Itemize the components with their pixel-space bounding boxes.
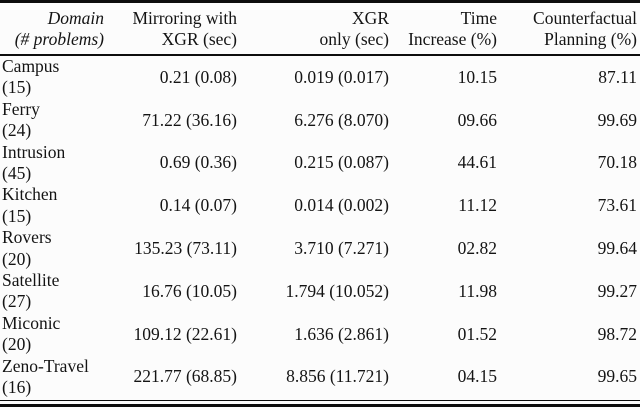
bottom-rule-thin [0, 399, 640, 401]
column-header-line1: Time [460, 8, 497, 28]
column-header-xgr-only: XGR only (sec) [240, 3, 392, 56]
domain-cell: Ferry (24) [0, 99, 112, 142]
domain-cell: Miconic (20) [0, 313, 112, 356]
xgr-only-value: 8.856 (11.721) [286, 366, 389, 387]
mirroring-with-xgr-value: 0.21 (0.08) [159, 66, 237, 87]
time-increase-value: 44.61 [457, 152, 497, 173]
time-increase-value: 10.15 [457, 66, 497, 87]
column-header-line1: Domain [47, 8, 104, 28]
time-increase-value: 02.82 [457, 237, 497, 258]
column-header-line2: Increase (%) [408, 29, 497, 49]
domain-cell: Zeno-Travel (16) [0, 356, 112, 399]
counterfactual-planning-value: 98.72 [597, 323, 637, 344]
time-increase-value: 09.66 [457, 109, 497, 130]
time-increase-value: 11.98 [458, 280, 497, 301]
problem-count: (15) [2, 205, 32, 226]
problem-count: (20) [2, 248, 32, 269]
column-header-line2: XGR (sec) [161, 29, 237, 49]
column-header-line1: XGR [352, 8, 389, 28]
problem-count: (45) [2, 163, 32, 184]
column-header-line1: Counterfactual [533, 8, 637, 28]
table-row: Campus (15) 0.21 (0.08) 0.019 (0.017) 10.15 8… [0, 55, 640, 99]
bottom-rule-thick [0, 403, 640, 407]
domain-name: Miconic [2, 312, 61, 333]
problem-count: (20) [2, 334, 32, 355]
mirroring-with-xgr-value: 109.12 (22.61) [133, 323, 237, 344]
time-increase-value: 04.15 [457, 366, 497, 387]
domain-cell: Intrusion (45) [0, 142, 112, 185]
table-row: Intrusion (45) 0.69 (0.36) 0.215 (0.087) 44.… [0, 142, 640, 185]
xgr-only-value: 0.014 (0.002) [294, 195, 389, 216]
domain-name: Campus [2, 56, 60, 76]
domain-name: Ferry [2, 98, 40, 119]
problem-count: (24) [2, 120, 32, 141]
time-increase-value: 11.12 [458, 195, 497, 216]
table-row: Miconic (20) 109.12 (22.61) 1.636 (2.861) 01… [0, 313, 640, 356]
mirroring-with-xgr-value: 0.14 (0.07) [159, 195, 237, 216]
problem-count: (27) [2, 291, 32, 312]
xgr-only-value: 6.276 (8.070) [294, 109, 389, 130]
xgr-only-value: 0.215 (0.087) [294, 152, 389, 173]
column-header-domain: Domain (# problems) [0, 3, 112, 56]
counterfactual-planning-value: 70.18 [597, 152, 637, 173]
column-header-line1: Mirroring with [132, 8, 237, 28]
time-increase-value: 01.52 [457, 323, 497, 344]
mirroring-with-xgr-value: 221.77 (68.85) [133, 366, 237, 387]
mirroring-with-xgr-value: 0.69 (0.36) [159, 152, 237, 173]
domain-cell: Satellite (27) [0, 270, 112, 313]
table-row: Zeno-Travel (16) 221.77 (68.85) 8.856 (11.7… [0, 356, 640, 399]
domain-cell: Rovers (20) [0, 227, 112, 270]
table-body: Campus (15) 0.21 (0.08) 0.019 (0.017) 10.15 8… [0, 55, 640, 399]
column-header-line2: only (sec) [319, 29, 390, 49]
counterfactual-planning-value: 99.27 [597, 280, 637, 301]
column-header-counterfactual-planning: Counterfactual Planning (%) [500, 3, 640, 56]
mirroring-with-xgr-value: 71.22 (36.16) [142, 109, 237, 130]
mirroring-with-xgr-value: 135.23 (73.11) [134, 237, 237, 258]
top-rule [0, 0, 640, 3]
counterfactual-planning-value: 87.11 [598, 66, 637, 87]
counterfactual-planning-value: 99.65 [597, 366, 637, 387]
counterfactual-planning-value: 99.64 [597, 237, 637, 258]
counterfactual-planning-value: 73.61 [597, 195, 637, 216]
table-row: Rovers (20) 135.23 (73.11) 3.710 (7.271) 02.… [0, 227, 640, 270]
column-header-time-increase: Time Increase (%) [392, 3, 500, 56]
xgr-only-value: 3.710 (7.271) [294, 237, 389, 258]
problem-count: (15) [2, 77, 32, 98]
domain-name: Satellite [2, 270, 60, 291]
table-row: Ferry (24) 71.22 (36.16) 6.276 (8.070) 09.66… [0, 99, 640, 142]
mirroring-with-xgr-value: 16.76 (10.05) [142, 280, 237, 301]
domain-name: Kitchen [2, 184, 58, 205]
domain-name: Zeno-Travel [2, 355, 89, 376]
domain-cell: Kitchen (15) [0, 184, 112, 227]
table-row: Satellite (27) 16.76 (10.05) 1.794 (10.052)… [0, 270, 640, 313]
bottom-rules [0, 399, 640, 407]
column-header-line2: Planning (%) [544, 29, 637, 49]
xgr-only-value: 0.019 (0.017) [294, 66, 389, 87]
column-header-mirroring-with-xgr: Mirroring with XGR (sec) [112, 3, 240, 56]
xgr-only-value: 1.636 (2.861) [294, 323, 389, 344]
domain-name: Rovers [2, 227, 52, 248]
domain-name: Intrusion [2, 141, 66, 162]
header-row: Domain (# problems) Mirroring with XGR (… [0, 3, 640, 56]
problem-count: (16) [2, 377, 32, 398]
results-table: Domain (# problems) Mirroring with XGR (… [0, 3, 640, 399]
table-row: Kitchen (15) 0.14 (0.07) 0.014 (0.002) 11.12… [0, 184, 640, 227]
counterfactual-planning-value: 99.69 [597, 109, 637, 130]
xgr-only-value: 1.794 (10.052) [285, 280, 389, 301]
column-header-line2: (# problems) [14, 29, 104, 49]
domain-cell: Campus (15) [0, 55, 112, 99]
